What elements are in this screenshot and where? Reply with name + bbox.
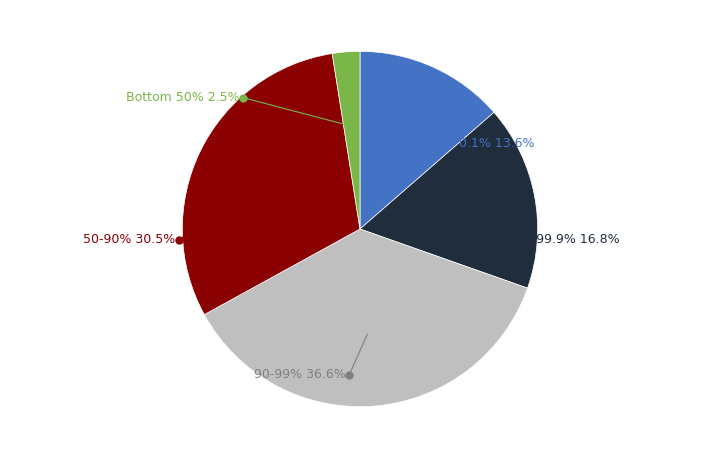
Text: 0.1% 13.6%: 0.1% 13.6% — [459, 137, 535, 150]
Text: 50-90% 30.5%: 50-90% 30.5% — [83, 233, 175, 246]
Text: Bottom 50% 2.5%: Bottom 50% 2.5% — [125, 91, 239, 104]
Text: 99-99.9% 16.8%: 99-99.9% 16.8% — [516, 233, 620, 246]
Wedge shape — [204, 229, 528, 407]
Wedge shape — [360, 112, 538, 288]
Wedge shape — [182, 54, 360, 315]
Wedge shape — [332, 51, 360, 229]
Text: 90-99% 36.6%: 90-99% 36.6% — [254, 368, 346, 381]
Wedge shape — [360, 51, 494, 229]
